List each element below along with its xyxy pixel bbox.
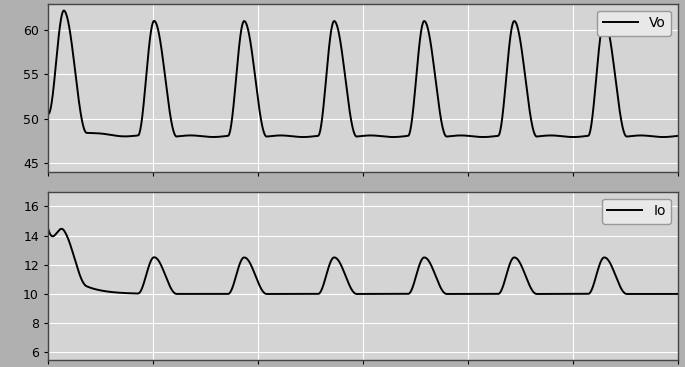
Legend: Vo: Vo — [597, 11, 671, 36]
Legend: Io: Io — [601, 199, 671, 224]
